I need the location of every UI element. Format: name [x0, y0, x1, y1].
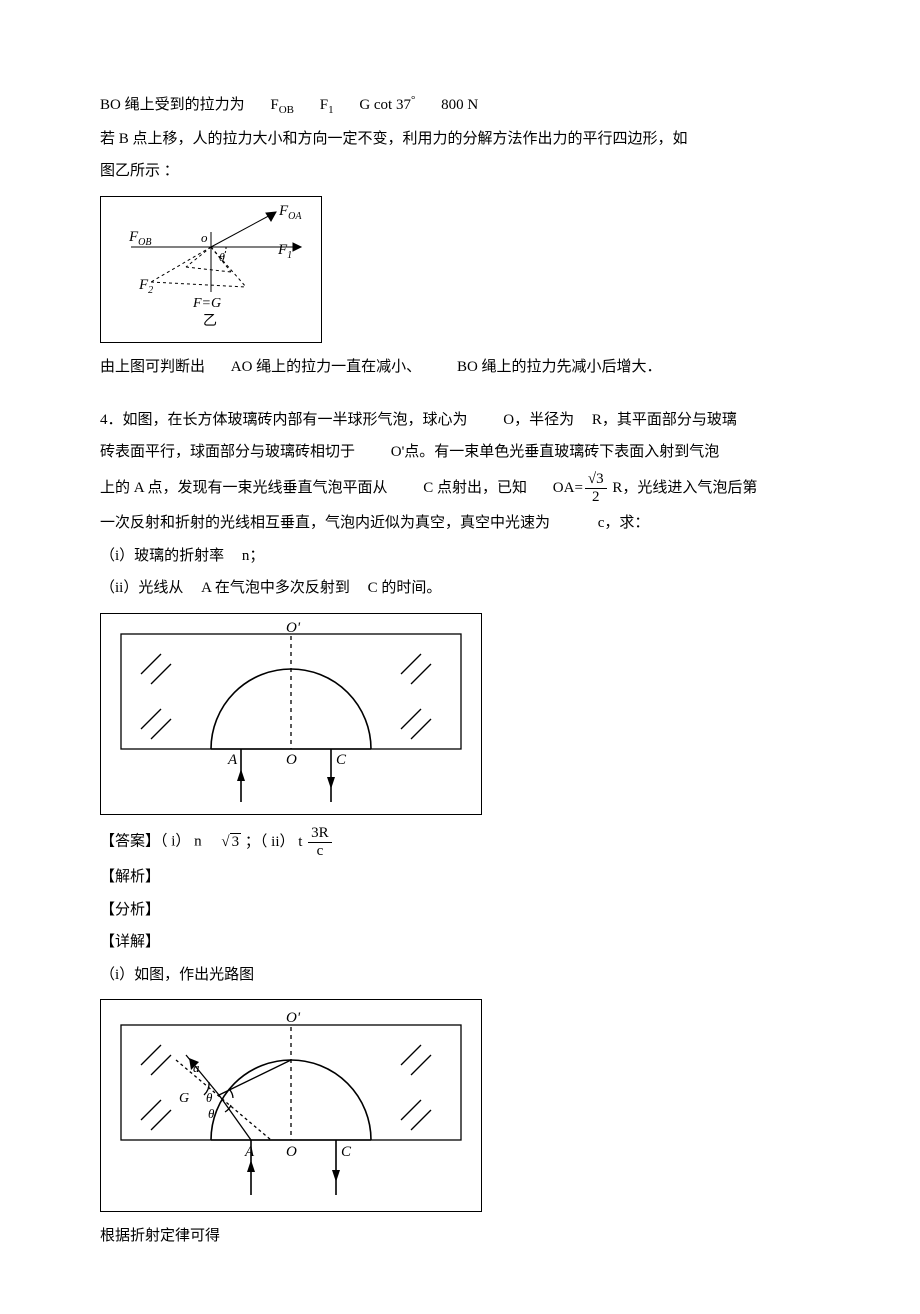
label-fenxi: 【分析】: [100, 896, 820, 925]
label-xiangjie: 【详解】: [100, 928, 820, 957]
bottom-line: 根据折射定律可得: [100, 1222, 820, 1251]
label-G: G: [179, 1091, 189, 1106]
label-C: C: [336, 752, 347, 768]
label-A2: A: [244, 1144, 255, 1160]
label-O2: O: [286, 1144, 297, 1160]
frac-3R-c: 3Rc: [308, 825, 332, 859]
figure-force-diagram: FOA FOB F1 F2 o θ F=G 乙: [100, 196, 322, 344]
label-Oprime2: O': [286, 1010, 301, 1026]
frac-sqrt3-2: √32: [585, 471, 607, 505]
conclusion-line: 由上图可判断出 AO 绳上的拉力一直在减小、 BO 绳上的拉力先减小后增大．: [100, 353, 820, 382]
label-FOA: FOA: [278, 203, 302, 222]
eq-val: 800 N: [441, 91, 478, 120]
label-a: a: [193, 1060, 200, 1075]
i-line: （i）如图，作出光路图: [100, 961, 820, 990]
label-Oprime: O': [286, 620, 301, 636]
label-theta1: θ: [219, 250, 225, 264]
line-b-up: 若 B 点上移，人的拉力大小和方向一定不变，利用力的分解方法作出力的平行四边形，…: [100, 125, 820, 154]
sqrt-3: 3: [219, 826, 241, 859]
q4-l3: 上的 A 点，发现有一束光线垂直气泡平面从 C 点射出，已知 OA=√32 R，…: [100, 471, 820, 506]
label-O: O: [286, 752, 297, 768]
label-A: A: [227, 752, 238, 768]
label-o: o: [201, 230, 208, 245]
q4-l4: 一次反射和折射的光线相互垂直，气泡内近似为真空，真空中光速为 c，求：: [100, 509, 820, 538]
label-C2: C: [341, 1144, 352, 1160]
figure-glass-block-1: O' A O C: [100, 613, 482, 816]
eq-cot: G cot 37°: [359, 90, 415, 120]
label-theta-lower: θ: [208, 1106, 215, 1121]
q4-l2: 砖表面平行，球面部分与玻璃砖相切于 O'点。有一束单色光垂直玻璃砖下表面入射到气…: [100, 438, 820, 467]
label-F1: F1: [277, 242, 292, 261]
label-FG: F=G: [192, 296, 221, 311]
label-FOB: FOB: [128, 229, 152, 248]
label-yi: 乙: [203, 313, 217, 329]
line-b-up-2: 图乙所示 ：: [100, 157, 820, 186]
q4-l6: （ii）光线从 A 在气泡中多次反射到 C 的时间。: [100, 574, 820, 603]
q4-l1: 4．如图，在长方体玻璃砖内部有一半球形气泡，球心为 O，半径为 R，其平面部分与…: [100, 406, 820, 435]
label-jiexi: 【解析】: [100, 863, 820, 892]
label-F2: F2: [138, 277, 153, 296]
line-bo-tension: BO 绳上受到的拉力为 FOB F1 G cot 37° 800 N: [100, 90, 820, 121]
eq-F1: F1: [320, 91, 334, 121]
answer-line: 【答案】（ i） n 3 ；（ ii） t 3Rc: [100, 825, 820, 859]
figure-glass-block-2: O' A O C G a θ θ: [100, 999, 482, 1212]
eq-F: FOB: [270, 91, 294, 121]
text: BO 绳上受到的拉力为: [100, 97, 245, 113]
q4-l5: （i）玻璃的折射率 n；: [100, 542, 820, 571]
label-theta-upper: θ: [206, 1090, 213, 1105]
